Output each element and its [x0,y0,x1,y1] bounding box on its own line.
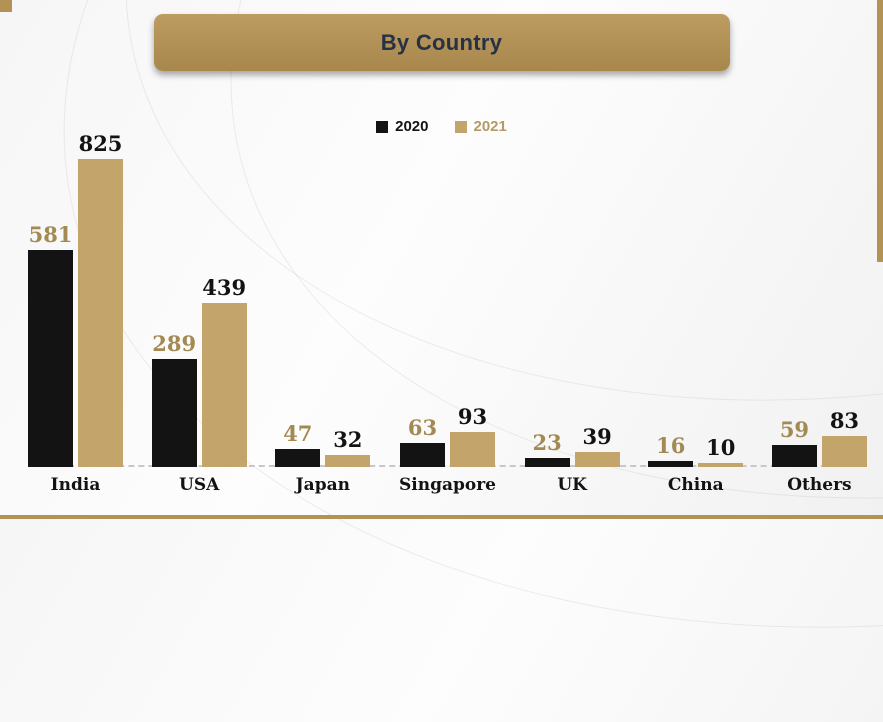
bar-2021-others [821,436,867,467]
bar-2021-singapore [449,432,495,467]
value-label-2020-usa: 289 [152,331,197,356]
value-label-2021-japan: 32 [333,427,363,452]
value-label-2021-others: 83 [829,408,860,433]
bar-group-japan: 47 32 Japan [275,421,371,497]
bar-chart: 581 825 India 289 439 USA 47 32 Japan 63 93 Singapo… [28,133,867,497]
bar-2021-india [78,159,123,467]
bar-2021-japan [325,455,371,467]
value-label-2020-singapore: 63 [407,415,438,440]
bar-group-others: 59 83 Others [771,408,867,497]
bar-group-usa: 289 439 USA [151,275,247,497]
category-label-usa: USA [179,475,220,495]
x-axis-baseline [28,465,867,467]
category-label-japan: Japan [295,475,350,495]
category-label-india: India [50,475,101,495]
bar-2021-usa [201,303,247,467]
value-label-2020-india: 581 [28,222,73,247]
legend-label-2021: 2021 [473,118,507,135]
gold-bottom-line [0,515,883,519]
bar-2021-china [698,463,744,467]
legend-label-2020: 2020 [395,118,429,135]
bar-group-india: 581 825 India [28,133,123,497]
value-label-2020-japan: 47 [283,421,313,446]
value-label-2021-usa: 439 [202,275,247,300]
bar-2020-singapore [399,443,445,467]
legend-item-2020: 2020 [376,118,429,135]
bar-2020-japan [275,449,321,467]
bar-2021-uk [574,452,620,467]
value-label-2021-china: 10 [706,435,736,460]
category-label-others: Others [787,475,852,495]
value-label-2020-china: 16 [656,433,686,458]
legend: 2020 2021 [0,118,883,135]
bar-group-uk: 23 39 UK [524,424,620,497]
category-label-singapore: Singapore [398,475,496,495]
chart-title-banner: By Country [153,14,730,71]
value-label-2020-others: 59 [779,417,810,442]
legend-swatch-2021-icon [454,120,467,133]
gold-right-edge-strip [877,0,883,262]
bar-2020-uk [524,458,570,467]
value-label-2021-uk: 39 [582,424,612,449]
bar-2020-china [648,461,694,467]
bar-2020-others [771,445,817,467]
chart-title: By Country [380,29,503,55]
bar-group-singapore: 63 93 Singapore [399,406,496,497]
category-label-uk: UK [557,475,587,495]
bar-groups: 581 825 India 289 439 USA 47 32 Japan 63 93 Singapo… [28,133,867,497]
value-label-2020-uk: 23 [532,430,562,455]
legend-swatch-2020-icon [376,120,389,133]
gold-corner-accent [0,0,12,12]
legend-item-2021: 2021 [454,118,507,135]
value-label-2021-india: 825 [78,131,123,156]
bar-2020-usa [151,359,197,467]
value-label-2021-singapore: 93 [457,404,488,429]
category-label-china: China [667,475,724,495]
bar-group-china: 16 10 China [648,433,744,497]
bar-2020-india [28,250,73,467]
